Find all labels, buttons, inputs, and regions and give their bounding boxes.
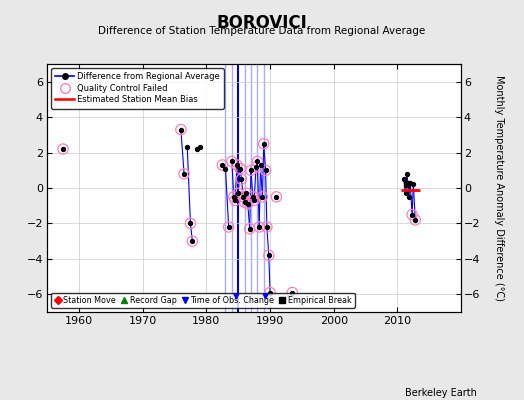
Point (242, 190, 250, 196)
Point (252, 164, 260, 170)
Point (237, 176, 246, 182)
Point (224, 224, 233, 230)
Point (265, 252, 273, 258)
Point (239, 194, 247, 200)
Point (180, 171, 188, 177)
Point (261, 167, 270, 174)
Point (249, 194, 257, 200)
Point (236, 165, 244, 172)
Point (288, 289, 297, 296)
Point (253, 158, 261, 165)
Point (188, 238, 196, 244)
Point (177, 126, 185, 133)
Point (411, 217, 419, 223)
Point (186, 220, 194, 227)
Text: Berkeley Earth: Berkeley Earth (405, 388, 477, 398)
Point (408, 211, 416, 218)
Point (266, 289, 274, 296)
Point (218, 162, 226, 168)
Point (234, 190, 243, 196)
Point (247, 167, 255, 174)
Point (242, 190, 250, 196)
Point (250, 197, 258, 204)
Point (411, 217, 419, 223)
Point (244, 201, 252, 207)
Point (263, 224, 271, 230)
Point (224, 224, 233, 230)
Point (258, 194, 267, 200)
Point (250, 197, 258, 204)
Point (253, 158, 261, 165)
Point (230, 194, 238, 200)
Point (245, 226, 254, 232)
Point (234, 190, 243, 196)
Text: BOROVICI: BOROVICI (216, 14, 308, 32)
Point (252, 164, 260, 170)
Point (263, 224, 271, 230)
Point (258, 194, 267, 200)
Point (180, 171, 188, 177)
Point (227, 158, 236, 165)
Point (230, 194, 238, 200)
Point (259, 140, 268, 147)
Point (59, 146, 67, 152)
Point (401, 190, 410, 196)
Point (186, 220, 194, 227)
Point (241, 199, 249, 205)
Point (227, 158, 236, 165)
Point (272, 194, 281, 200)
Y-axis label: Monthly Temperature Anomaly Difference (°C): Monthly Temperature Anomaly Difference (… (494, 75, 504, 301)
Point (255, 224, 264, 230)
Text: Difference of Station Temperature Data from Regional Average: Difference of Station Temperature Data f… (99, 26, 425, 36)
Point (218, 162, 226, 168)
Point (193, 146, 201, 152)
Point (408, 211, 416, 218)
Legend: Station Move, Record Gap, Time of Obs. Change, Empirical Break: Station Move, Record Gap, Time of Obs. C… (51, 292, 355, 308)
Point (241, 199, 249, 205)
Point (256, 162, 265, 168)
Point (403, 171, 411, 177)
Point (196, 144, 204, 150)
Point (59, 146, 67, 152)
Point (177, 126, 185, 133)
Point (231, 197, 239, 204)
Point (244, 201, 252, 207)
Point (183, 144, 191, 150)
Point (400, 176, 408, 182)
Point (259, 140, 268, 147)
Point (237, 176, 246, 182)
Point (261, 167, 270, 174)
Point (266, 289, 274, 296)
Point (231, 197, 239, 204)
Point (406, 180, 414, 186)
Point (221, 165, 230, 172)
Point (233, 162, 241, 168)
Point (272, 194, 281, 200)
Point (233, 162, 241, 168)
Point (236, 165, 244, 172)
Point (239, 194, 247, 200)
Point (247, 167, 255, 174)
Point (255, 224, 264, 230)
Point (249, 194, 257, 200)
Point (288, 289, 297, 296)
Point (405, 194, 413, 200)
Point (245, 226, 254, 232)
Point (409, 181, 418, 188)
Point (188, 238, 196, 244)
Point (265, 252, 273, 258)
